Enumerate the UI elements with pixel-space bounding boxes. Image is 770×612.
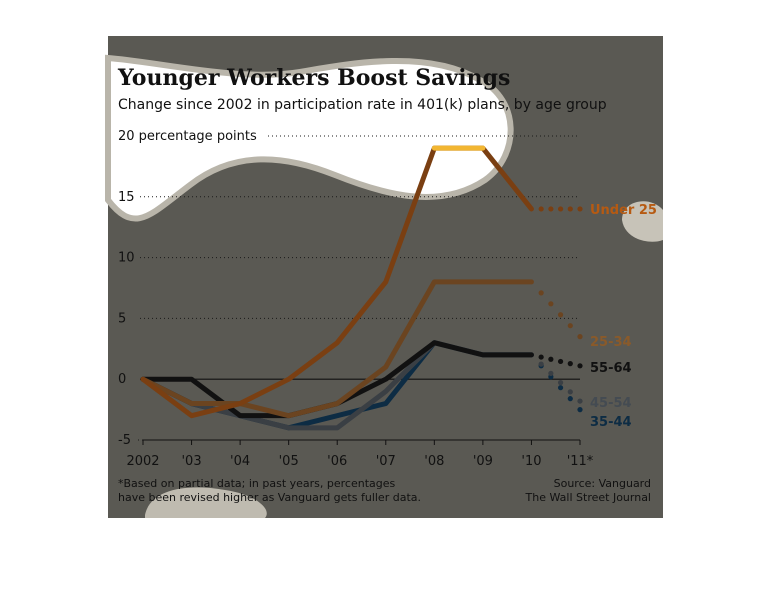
partial-data-dot [557, 385, 564, 391]
source: Source: Vanguard [554, 477, 651, 490]
series-label: 25-34 [590, 335, 632, 350]
y-tick-label: 15 [118, 190, 135, 205]
series-label: 55-64 [590, 361, 632, 376]
y-axis: 20 percentage points 15 10 5 0 -5 [118, 129, 257, 448]
x-tick-label: 2002 [126, 454, 159, 469]
x-tick-label: '10 [521, 454, 541, 469]
footnote-line-1: *Based on partial data; in past years, p… [118, 477, 396, 490]
x-tick-label: '11* [567, 454, 594, 469]
series-labels: Under 25 25-34 55-64 45-54 35-44 [590, 203, 657, 430]
partial-data-dot [538, 354, 544, 360]
partial-data-dot [577, 334, 583, 340]
partial-data-dot [538, 361, 544, 367]
partial-data-dot [577, 363, 583, 369]
partial-data-dot [567, 361, 573, 367]
x-tick-label: '09 [473, 454, 493, 469]
chart-subtitle: Change since 2002 in participation rate … [118, 97, 607, 113]
partial-data-dot [557, 312, 564, 318]
x-tick-label: '04 [230, 454, 250, 469]
series-lines [140, 145, 583, 431]
footnote-line-2: have been revised higher as Vanguard get… [118, 491, 421, 504]
partial-data-dot [557, 206, 564, 212]
series-label: Under 25 [590, 203, 657, 218]
partial-data-dot [548, 356, 554, 362]
series-label: 45-54 [590, 396, 632, 411]
light-blob-right [622, 201, 663, 242]
series-line-25-34 [140, 279, 534, 419]
partial-data-dot [557, 380, 564, 386]
partial-data-dot [557, 358, 564, 365]
partial-data-dot [567, 206, 573, 212]
x-axis: 2002 '03 '04 '05 '06 '07 '08 '09 '10 '11* [126, 439, 594, 469]
partial-data-dot [577, 206, 583, 212]
partial-data-dot [567, 323, 573, 329]
y-tick-label: 20 percentage points [118, 129, 257, 144]
light-blob-bottom [145, 487, 267, 518]
y-tick-label: 10 [118, 251, 135, 266]
x-tick-label: '06 [327, 454, 347, 469]
partial-data-dot [567, 396, 573, 402]
y-tick-label: 0 [118, 372, 126, 387]
light-blob-top [105, 54, 514, 222]
x-tick-label: '08 [424, 454, 444, 469]
chart-title: Younger Workers Boost Savings [117, 65, 510, 91]
x-tick-label: '03 [181, 454, 201, 469]
partial-data-dot [577, 398, 583, 404]
y-tick-label: -5 [118, 433, 131, 448]
partial-data-dot [538, 206, 544, 212]
partial-data-dot [577, 407, 583, 413]
partial-data-dot [548, 370, 554, 376]
publisher: The Wall Street Journal [525, 491, 651, 504]
partial-data-dot [538, 290, 544, 296]
x-tick-label: '05 [279, 454, 299, 469]
series-label: 35-44 [590, 415, 632, 430]
y-tick-label: 5 [118, 311, 126, 326]
partial-data-dot [548, 206, 554, 212]
partial-data-dot [548, 301, 554, 307]
x-tick-label: '07 [376, 454, 396, 469]
partial-data-dot [567, 389, 573, 395]
